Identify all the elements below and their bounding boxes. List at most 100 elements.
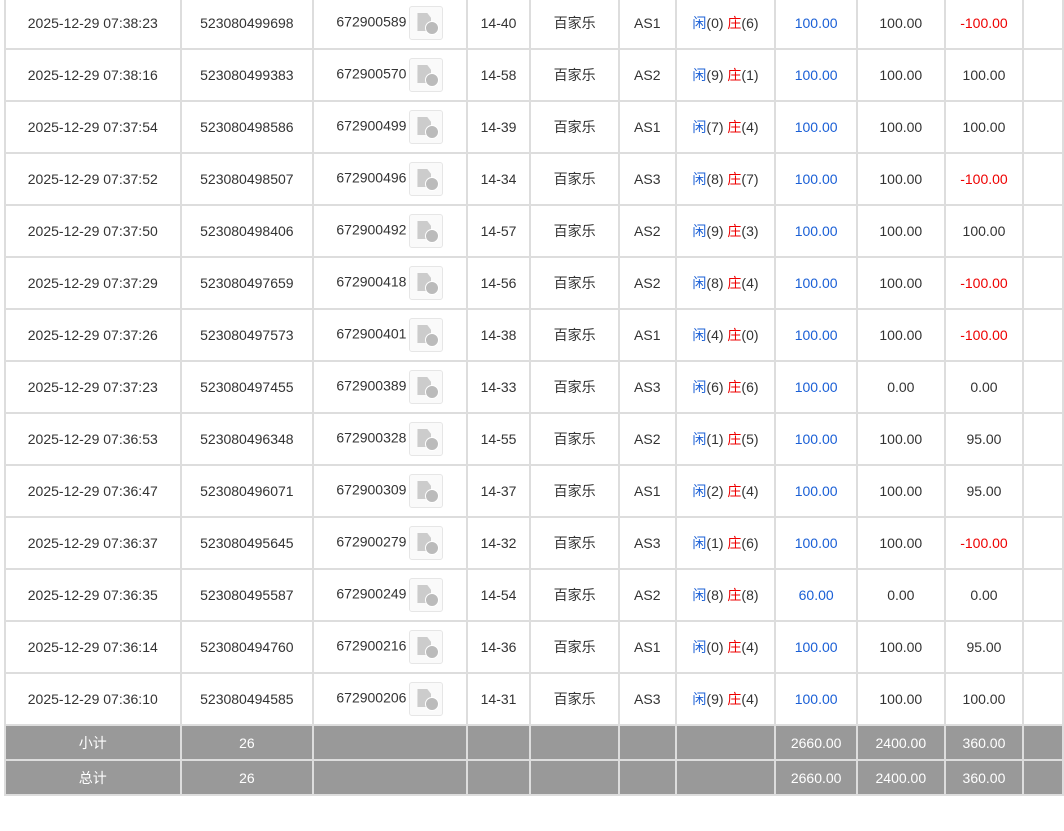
bet-amount[interactable]: 100.00 [774, 0, 858, 50]
table-name: AS3 [617, 516, 677, 570]
banker-label: 庄 [727, 275, 742, 291]
round-id-cell: 672900279 [312, 516, 468, 570]
bet-time: 2025-12-29 07:37:54 [4, 100, 182, 154]
game-type: 百家乐 [529, 308, 620, 362]
round-id-cell: 672900309 [312, 464, 468, 518]
bet-amount[interactable]: 100.00 [774, 100, 858, 154]
table-shoe: 14-40 [465, 0, 532, 50]
round-id: 672900216 [336, 637, 407, 654]
bet-amount[interactable]: 100.00 [774, 308, 858, 362]
win-loss: -100.00 [943, 308, 1025, 362]
bet-time: 2025-12-29 07:37:50 [4, 204, 182, 258]
win-loss: 95.00 [943, 464, 1025, 518]
video-replay-icon[interactable] [409, 630, 444, 664]
table-name: AS1 [617, 308, 677, 362]
banker-points: 5 [746, 431, 754, 447]
table-shoe: 14-31 [465, 672, 532, 726]
table-row: 2025-12-29 07:37:54 523080498586 6729004… [4, 100, 1064, 154]
player-label: 闲 [692, 171, 707, 187]
table-row: 2025-12-29 07:38:16 523080499383 6729005… [4, 48, 1064, 102]
bet-amount[interactable]: 100.00 [774, 256, 858, 310]
video-replay-icon[interactable] [409, 474, 444, 508]
bet-amount[interactable]: 100.00 [774, 516, 858, 570]
round-id: 672900249 [336, 585, 407, 602]
summary-valid: 2400.00 [856, 724, 946, 761]
bet-time: 2025-12-29 07:37:52 [4, 152, 182, 206]
bet-time: 2025-12-29 07:37:29 [4, 256, 182, 310]
table-name: AS2 [617, 204, 677, 258]
empty-cell [1022, 412, 1064, 466]
game-type: 百家乐 [529, 100, 620, 154]
game-type: 百家乐 [529, 48, 620, 102]
game-type: 百家乐 [529, 0, 620, 50]
round-id: 672900570 [336, 65, 407, 82]
table-row: 2025-12-29 07:36:37 523080495645 6729002… [4, 516, 1064, 570]
player-label: 闲 [692, 483, 707, 499]
video-replay-icon[interactable] [409, 578, 444, 612]
bet-amount[interactable]: 100.00 [774, 672, 858, 726]
bet-time: 2025-12-29 07:37:23 [4, 360, 182, 414]
game-type: 百家乐 [529, 152, 620, 206]
video-replay-icon[interactable] [409, 318, 444, 352]
round-id: 672900496 [336, 169, 407, 186]
table-row: 2025-12-29 07:37:23 523080497455 6729003… [4, 360, 1064, 414]
banker-label: 庄 [727, 431, 742, 447]
bet-amount[interactable]: 100.00 [774, 48, 858, 102]
round-id-cell: 672900249 [312, 568, 468, 622]
bet-amount[interactable]: 100.00 [774, 152, 858, 206]
player-label: 闲 [692, 67, 707, 83]
result: 闲(1) 庄(6) [674, 516, 777, 570]
empty-cell [1022, 672, 1064, 726]
player-points: 7 [711, 119, 719, 135]
summary-valid: 2400.00 [856, 759, 946, 796]
result: 闲(9) 庄(1) [674, 48, 777, 102]
video-replay-icon[interactable] [409, 162, 444, 196]
bet-amount[interactable]: 100.00 [774, 464, 858, 518]
bet-records-table: 2025-12-29 07:38:23 523080499698 6729005… [4, 0, 1064, 796]
bet-id: 523080497573 [179, 308, 315, 362]
banker-label: 庄 [727, 67, 742, 83]
video-replay-icon[interactable] [409, 370, 444, 404]
bet-amount[interactable]: 100.00 [774, 620, 858, 674]
table-name: AS1 [617, 620, 677, 674]
video-replay-icon[interactable] [409, 6, 444, 40]
valid-bet: 100.00 [856, 464, 946, 518]
player-points: 2 [711, 483, 719, 499]
bet-id: 523080494585 [179, 672, 315, 726]
valid-bet: 100.00 [856, 152, 946, 206]
round-id: 672900206 [336, 689, 407, 706]
bet-amount[interactable]: 100.00 [774, 360, 858, 414]
table-name: AS2 [617, 412, 677, 466]
player-points: 1 [711, 431, 719, 447]
video-replay-icon[interactable] [409, 682, 444, 716]
table-row: 2025-12-29 07:36:53 523080496348 6729003… [4, 412, 1064, 466]
bet-amount[interactable]: 60.00 [774, 568, 858, 622]
result: 闲(8) 庄(7) [674, 152, 777, 206]
empty-cell [1022, 100, 1064, 154]
video-replay-icon[interactable] [409, 266, 444, 300]
game-type: 百家乐 [529, 204, 620, 258]
video-replay-icon[interactable] [409, 58, 444, 92]
table-shoe: 14-55 [465, 412, 532, 466]
table-name: AS1 [617, 464, 677, 518]
player-points: 8 [711, 587, 719, 603]
banker-points: 7 [746, 171, 754, 187]
win-loss: 0.00 [943, 568, 1025, 622]
game-type: 百家乐 [529, 256, 620, 310]
video-replay-icon[interactable] [409, 526, 444, 560]
table-name: AS1 [617, 0, 677, 50]
table-row: 2025-12-29 07:37:26 523080497573 6729004… [4, 308, 1064, 362]
video-replay-icon[interactable] [409, 214, 444, 248]
valid-bet: 100.00 [856, 204, 946, 258]
video-replay-icon[interactable] [409, 422, 444, 456]
bet-amount[interactable]: 100.00 [774, 204, 858, 258]
table-name: AS2 [617, 256, 677, 310]
summary-bet: 2660.00 [774, 724, 858, 761]
video-replay-icon[interactable] [409, 110, 444, 144]
player-points: 9 [711, 223, 719, 239]
round-id: 672900279 [336, 533, 407, 550]
bet-amount[interactable]: 100.00 [774, 412, 858, 466]
table-shoe: 14-34 [465, 152, 532, 206]
game-type: 百家乐 [529, 464, 620, 518]
player-label: 闲 [692, 379, 707, 395]
